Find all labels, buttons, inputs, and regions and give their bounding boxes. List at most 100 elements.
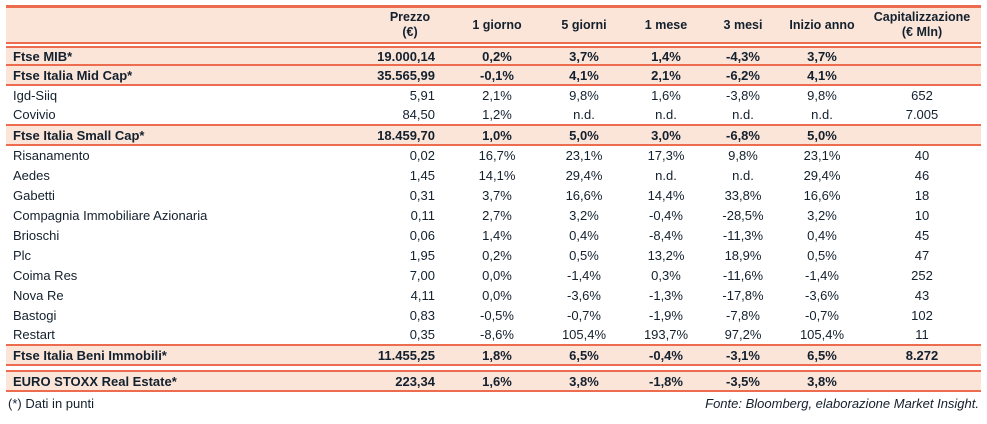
cell-capitalizzazione: 7.005: [863, 105, 981, 125]
cell-1-giorno: 3,7%: [453, 185, 541, 205]
spacer-row: [6, 365, 981, 371]
table-row: Compagnia Immobiliare Azionaria 0,11 2,7…: [6, 205, 981, 225]
cell-5-giorni: 105,4%: [541, 325, 627, 345]
table-row: Ftse MIB* 19.000,14 0,2% 3,7% 1,4% -4,3%…: [6, 44, 981, 66]
cell-inizio-anno: -1,4%: [781, 265, 863, 285]
cell-5-giorni: -1,4%: [541, 265, 627, 285]
cell-1-giorno: 0,2%: [453, 245, 541, 265]
cell-1-giorno: 1,2%: [453, 105, 541, 125]
cell-name: Restart: [6, 325, 367, 345]
spacer-cell: [6, 365, 981, 371]
cell-5-giorni: n.d.: [541, 105, 627, 125]
cell-1-mese: 1,4%: [627, 44, 705, 66]
cell-name: Ftse Italia Mid Cap*: [6, 64, 367, 86]
cell-5-giorni: 29,4%: [541, 165, 627, 185]
table-row: Ftse Italia Beni Immobili* 11.455,25 1,8…: [6, 344, 981, 366]
table-row: Risanamento 0,02 16,7% 23,1% 17,3% 9,8% …: [6, 145, 981, 165]
cell-capitalizzazione: 46: [863, 165, 981, 185]
cell-capitalizzazione: 11: [863, 325, 981, 345]
table-row: Plc 1,95 0,2% 0,5% 13,2% 18,9% 0,5% 47: [6, 245, 981, 265]
table-row: Bastogi 0,83 -0,5% -0,7% -1,9% -7,8% -0,…: [6, 305, 981, 325]
cell-1-mese: 2,1%: [627, 64, 705, 86]
cell-5-giorni: 23,1%: [541, 145, 627, 165]
cell-inizio-anno: 29,4%: [781, 165, 863, 185]
cell-1-giorno: 16,7%: [453, 145, 541, 165]
cell-1-mese: n.d.: [627, 165, 705, 185]
cell-5-giorni: -3,6%: [541, 285, 627, 305]
column-header-capitalizzazione: Capitalizzazione (€ Mln): [863, 5, 981, 48]
cell-prezzo: 1,95: [367, 245, 453, 265]
cell-3-mesi: 18,9%: [705, 245, 781, 265]
cell-1-giorno: -8,6%: [453, 325, 541, 345]
source-attribution: Fonte: Bloomberg, elaborazione Market In…: [705, 396, 979, 411]
cell-1-mese: -0,4%: [627, 344, 705, 366]
cell-1-mese: n.d.: [627, 105, 705, 125]
cell-1-giorno: 2,7%: [453, 205, 541, 225]
cell-capitalizzazione: 45: [863, 225, 981, 245]
cell-inizio-anno: 23,1%: [781, 145, 863, 165]
cell-name: Aedes: [6, 165, 367, 185]
cell-1-mese: -1,3%: [627, 285, 705, 305]
cell-1-giorno: 1,4%: [453, 225, 541, 245]
cell-inizio-anno: -0,7%: [781, 305, 863, 325]
header-line: (€): [402, 25, 418, 39]
cell-1-giorno: 1,6%: [453, 370, 541, 392]
cell-3-mesi: -6,8%: [705, 124, 781, 146]
cell-3-mesi: -11,3%: [705, 225, 781, 245]
cell-prezzo: 0,06: [367, 225, 453, 245]
cell-inizio-anno: -3,6%: [781, 285, 863, 305]
cell-3-mesi: -6,2%: [705, 64, 781, 86]
cell-prezzo: 35.565,99: [367, 64, 453, 86]
cell-1-mese: 3,0%: [627, 124, 705, 146]
cell-3-mesi: n.d.: [705, 165, 781, 185]
cell-5-giorni: -0,7%: [541, 305, 627, 325]
cell-prezzo: 0,35: [367, 325, 453, 345]
cell-inizio-anno: 16,6%: [781, 185, 863, 205]
header-line: Prezzo: [389, 10, 431, 24]
cell-1-giorno: -0,5%: [453, 305, 541, 325]
cell-capitalizzazione: 10: [863, 205, 981, 225]
cell-3-mesi: -17,8%: [705, 285, 781, 305]
cell-1-mese: 193,7%: [627, 325, 705, 345]
cell-5-giorni: 0,4%: [541, 225, 627, 245]
header-line: 1 mese: [644, 17, 688, 32]
table-row: Nova Re 4,11 0,0% -3,6% -1,3% -17,8% -3,…: [6, 285, 981, 305]
cell-inizio-anno: 6,5%: [781, 344, 863, 366]
footnote: (*) Dati in punti: [8, 396, 94, 411]
cell-inizio-anno: 4,1%: [781, 64, 863, 86]
cell-3-mesi: -4,3%: [705, 44, 781, 66]
cell-prezzo: 0,02: [367, 145, 453, 165]
cell-5-giorni: 16,6%: [541, 185, 627, 205]
cell-inizio-anno: 3,2%: [781, 205, 863, 225]
table-row: Ftse Italia Mid Cap* 35.565,99 -0,1% 4,1…: [6, 64, 981, 86]
cell-name: Gabetti: [6, 185, 367, 205]
header-line: 3 mesi: [723, 17, 763, 32]
column-header-1-mese: 1 mese: [627, 5, 705, 48]
cell-5-giorni: 4,1%: [541, 64, 627, 86]
table-row: Igd-Siiq 5,91 2,1% 9,8% 1,6% -3,8% 9,8% …: [6, 85, 981, 105]
cell-1-mese: 1,6%: [627, 85, 705, 105]
cell-capitalizzazione: [863, 370, 981, 392]
cell-capitalizzazione: 102: [863, 305, 981, 325]
cell-3-mesi: 97,2%: [705, 325, 781, 345]
cell-5-giorni: 6,5%: [541, 344, 627, 366]
column-header-prezzo: Prezzo (€): [367, 5, 453, 48]
cell-1-mese: 17,3%: [627, 145, 705, 165]
cell-prezzo: 1,45: [367, 165, 453, 185]
cell-prezzo: 11.455,25: [367, 344, 453, 366]
cell-1-mese: 13,2%: [627, 245, 705, 265]
column-header-3-mesi: 3 mesi: [705, 5, 781, 48]
table-row: Ftse Italia Small Cap* 18.459,70 1,0% 5,…: [6, 124, 981, 146]
cell-prezzo: 5,91: [367, 85, 453, 105]
header-line: (€ Mln): [901, 25, 943, 39]
cell-prezzo: 0,31: [367, 185, 453, 205]
cell-prezzo: 7,00: [367, 265, 453, 285]
cell-3-mesi: -3,1%: [705, 344, 781, 366]
cell-1-giorno: 0,0%: [453, 285, 541, 305]
cell-capitalizzazione: 18: [863, 185, 981, 205]
cell-capitalizzazione: 40: [863, 145, 981, 165]
cell-5-giorni: 9,8%: [541, 85, 627, 105]
table-row: Covivio 84,50 1,2% n.d. n.d. n.d. n.d. 7…: [6, 105, 981, 125]
cell-5-giorni: 3,2%: [541, 205, 627, 225]
column-header-name: [6, 5, 367, 48]
